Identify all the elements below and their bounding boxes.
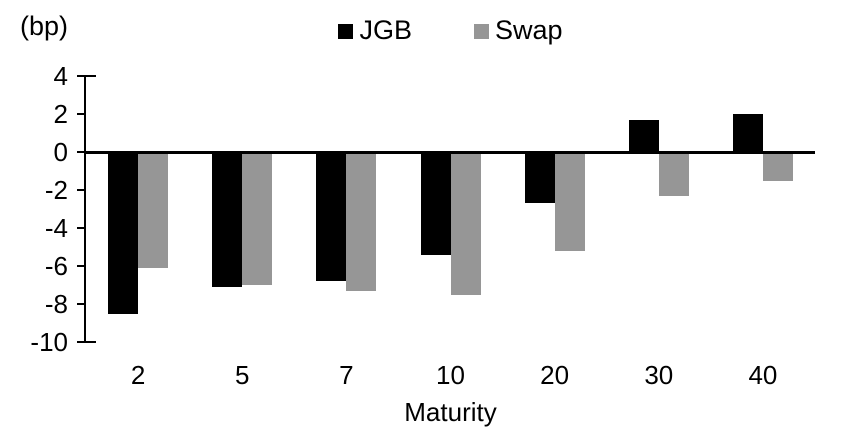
y-axis-tick [77,341,86,343]
y-axis-unit-label: (bp) [20,11,69,41]
x-axis-label-30: 30 [644,360,674,390]
y-axis-line [84,75,86,343]
y-axis-bottom-cap [86,341,96,343]
x-axis-label-5: 5 [234,360,250,390]
bar-swap-10 [450,152,481,295]
zero-baseline [86,151,815,154]
y-axis-tick-label: 0 [53,137,68,167]
legend-label-swap: Swap [494,15,563,45]
bar-swap-30 [658,152,689,196]
x-axis-label-40: 40 [748,360,778,390]
x-axis-label-20: 20 [540,360,570,390]
y-axis-tick-label: -10 [30,327,68,357]
bar-jgb-2 [108,152,139,314]
x-axis-label-7: 7 [339,360,354,390]
x-axis-label-10: 10 [436,360,465,390]
bar-jgb-30 [628,119,659,152]
x-axis-title: Maturity [404,397,497,427]
y-axis-top-cap [86,75,96,77]
bar-jgb-20 [524,152,555,204]
bar-swap-7 [346,152,377,291]
y-axis-tick-label: -4 [44,213,68,243]
y-axis-tick-label: -8 [44,289,68,319]
y-axis-tick-label: -2 [44,175,68,205]
bar-jgb-7 [316,152,347,282]
legend-label-jgb: JGB [359,15,412,45]
y-axis-tick [77,75,86,77]
legend-swatch-jgb-icon [338,23,354,39]
y-axis-tick [77,189,86,191]
y-axis-tick [77,113,86,115]
legend-item-jgb: JGB [338,15,412,45]
y-axis-tick [77,227,86,229]
bar-swap-20 [554,152,585,251]
y-axis-tick [77,303,86,305]
y-axis-tick [77,265,86,267]
y-axis-tick [77,151,86,153]
legend: JGB Swap [86,15,815,45]
x-axis-label-2: 2 [130,360,146,390]
bar-swap-2 [138,152,169,268]
y-axis-tick-label: 4 [53,61,68,91]
y-axis-tick-label: 2 [53,99,68,129]
bar-swap-40 [762,152,793,181]
bar-swap-5 [242,152,273,285]
bar-jgb-10 [420,152,451,255]
bar-jgb-40 [732,114,763,152]
bar-jgb-5 [212,152,243,287]
y-axis-tick-label: -6 [44,251,68,281]
legend-swatch-swap-icon [473,23,489,39]
legend-item-swap: Swap [473,15,563,45]
